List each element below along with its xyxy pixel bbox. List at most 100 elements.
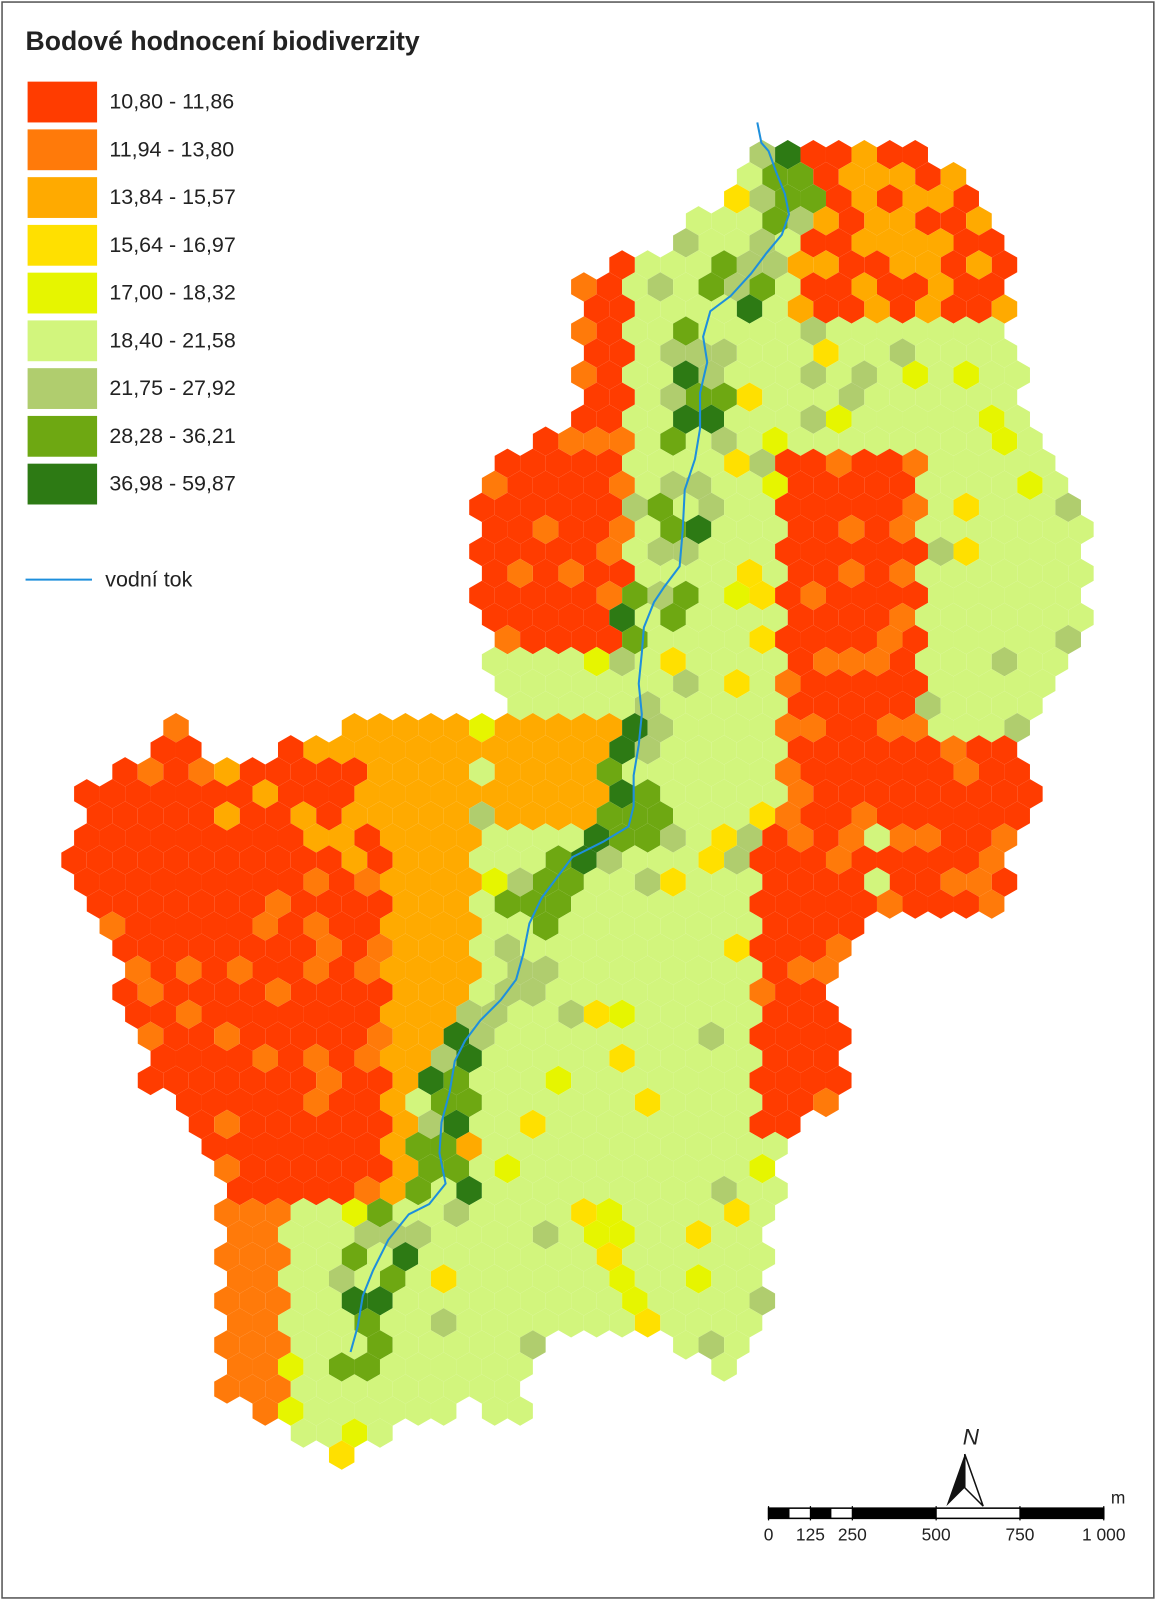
hex-cell bbox=[456, 1175, 482, 1206]
hex-cell bbox=[201, 1131, 227, 1162]
hex-cell bbox=[367, 1065, 393, 1096]
hex-cell bbox=[787, 250, 814, 280]
hex-cell bbox=[583, 1087, 610, 1118]
hex-cell bbox=[889, 470, 916, 500]
hex-cell bbox=[634, 999, 661, 1029]
hex-cell bbox=[571, 889, 597, 919]
hex-cell bbox=[354, 1219, 380, 1250]
hex-cell bbox=[685, 823, 712, 853]
hex-cell bbox=[622, 889, 648, 919]
hex-cell bbox=[647, 624, 674, 655]
hex-cell bbox=[685, 955, 712, 985]
hex-cell bbox=[953, 184, 979, 214]
hex-cell bbox=[583, 1308, 610, 1338]
hex-cell bbox=[940, 162, 967, 192]
hex-cell bbox=[571, 448, 597, 478]
hex-cell bbox=[545, 713, 572, 743]
hex-cell bbox=[711, 1087, 737, 1118]
hex-cell bbox=[405, 1396, 431, 1426]
hex-cell bbox=[736, 382, 763, 412]
hex-cell bbox=[940, 867, 967, 897]
hex-cell bbox=[558, 602, 584, 633]
hex-cell bbox=[915, 779, 941, 809]
hex-cell bbox=[188, 977, 215, 1007]
hex-cell bbox=[685, 646, 712, 677]
hex-cell bbox=[736, 250, 763, 280]
hex-cell bbox=[800, 933, 826, 963]
hex-cell bbox=[456, 779, 482, 809]
hex-cell bbox=[889, 823, 916, 853]
hex-cell bbox=[749, 1286, 776, 1316]
hex-cell bbox=[698, 624, 725, 655]
hex-cell bbox=[647, 933, 674, 963]
hex-cell bbox=[673, 845, 699, 875]
hex-cell bbox=[341, 1153, 368, 1184]
hex-cell bbox=[494, 1286, 521, 1316]
hex-cell bbox=[290, 977, 317, 1007]
hex-cell bbox=[660, 823, 686, 853]
hex-cell bbox=[456, 1352, 482, 1382]
hex-cell bbox=[915, 558, 941, 589]
hex-cell bbox=[443, 977, 470, 1007]
hex-cell bbox=[647, 272, 674, 302]
hex-cell bbox=[596, 1242, 623, 1272]
hex-cell bbox=[787, 867, 814, 897]
hex-cell bbox=[749, 757, 776, 787]
hex-cell bbox=[188, 845, 215, 875]
hex-cell bbox=[634, 382, 661, 412]
hex-cell bbox=[749, 580, 776, 611]
hex-cell bbox=[736, 911, 763, 941]
hex-cell bbox=[698, 448, 725, 478]
hex-cell bbox=[354, 955, 380, 985]
hex-cell bbox=[724, 316, 750, 346]
legend-swatch bbox=[27, 224, 98, 266]
hex-cell bbox=[265, 1197, 291, 1228]
hex-cell bbox=[991, 294, 1018, 324]
hex-cell bbox=[736, 1308, 763, 1338]
hex-cell bbox=[379, 1175, 406, 1206]
hex-cell bbox=[724, 1153, 750, 1184]
hex-cell bbox=[571, 492, 597, 523]
hex-cell bbox=[762, 558, 788, 589]
hex-cell bbox=[456, 735, 482, 765]
hex-cell bbox=[583, 999, 610, 1029]
hex-cell bbox=[724, 757, 750, 787]
hex-cell bbox=[303, 1087, 329, 1118]
hex-cell bbox=[1029, 536, 1056, 567]
hex-cell bbox=[787, 646, 814, 677]
hex-cell bbox=[698, 536, 725, 567]
hex-cell bbox=[367, 801, 393, 831]
hex-cell bbox=[571, 1153, 597, 1184]
hex-cell bbox=[532, 1219, 559, 1250]
hex-cell bbox=[762, 867, 788, 897]
hex-cell bbox=[163, 1065, 189, 1096]
hex-cell bbox=[571, 933, 597, 963]
hex-cell bbox=[851, 316, 877, 346]
legend-label: 10,80 - 11,86 bbox=[109, 90, 234, 114]
hex-cell bbox=[277, 823, 304, 853]
hex-cell bbox=[889, 646, 916, 677]
hex-cell bbox=[966, 294, 992, 324]
hex-cell bbox=[150, 955, 176, 985]
hex-cell bbox=[1068, 558, 1094, 589]
hex-cell bbox=[99, 779, 126, 809]
hex-cell bbox=[214, 933, 240, 963]
hex-cell bbox=[379, 867, 406, 897]
hex-cell bbox=[214, 1065, 240, 1096]
hex-cell bbox=[520, 624, 546, 655]
hex-cell bbox=[1042, 514, 1069, 545]
hex-cell bbox=[991, 646, 1018, 677]
hex-cell bbox=[838, 867, 865, 897]
hex-cell bbox=[787, 426, 814, 456]
hex-cell bbox=[214, 1330, 240, 1360]
hex-cell bbox=[660, 911, 686, 941]
hex-cell bbox=[647, 1197, 674, 1228]
hex-cell bbox=[851, 404, 877, 434]
hex-cell bbox=[787, 955, 814, 985]
hex-cell bbox=[660, 338, 686, 368]
hex-cell bbox=[214, 1021, 240, 1052]
hex-cell bbox=[634, 1087, 661, 1118]
hex-cell bbox=[762, 206, 788, 236]
hex-cell bbox=[507, 779, 533, 809]
